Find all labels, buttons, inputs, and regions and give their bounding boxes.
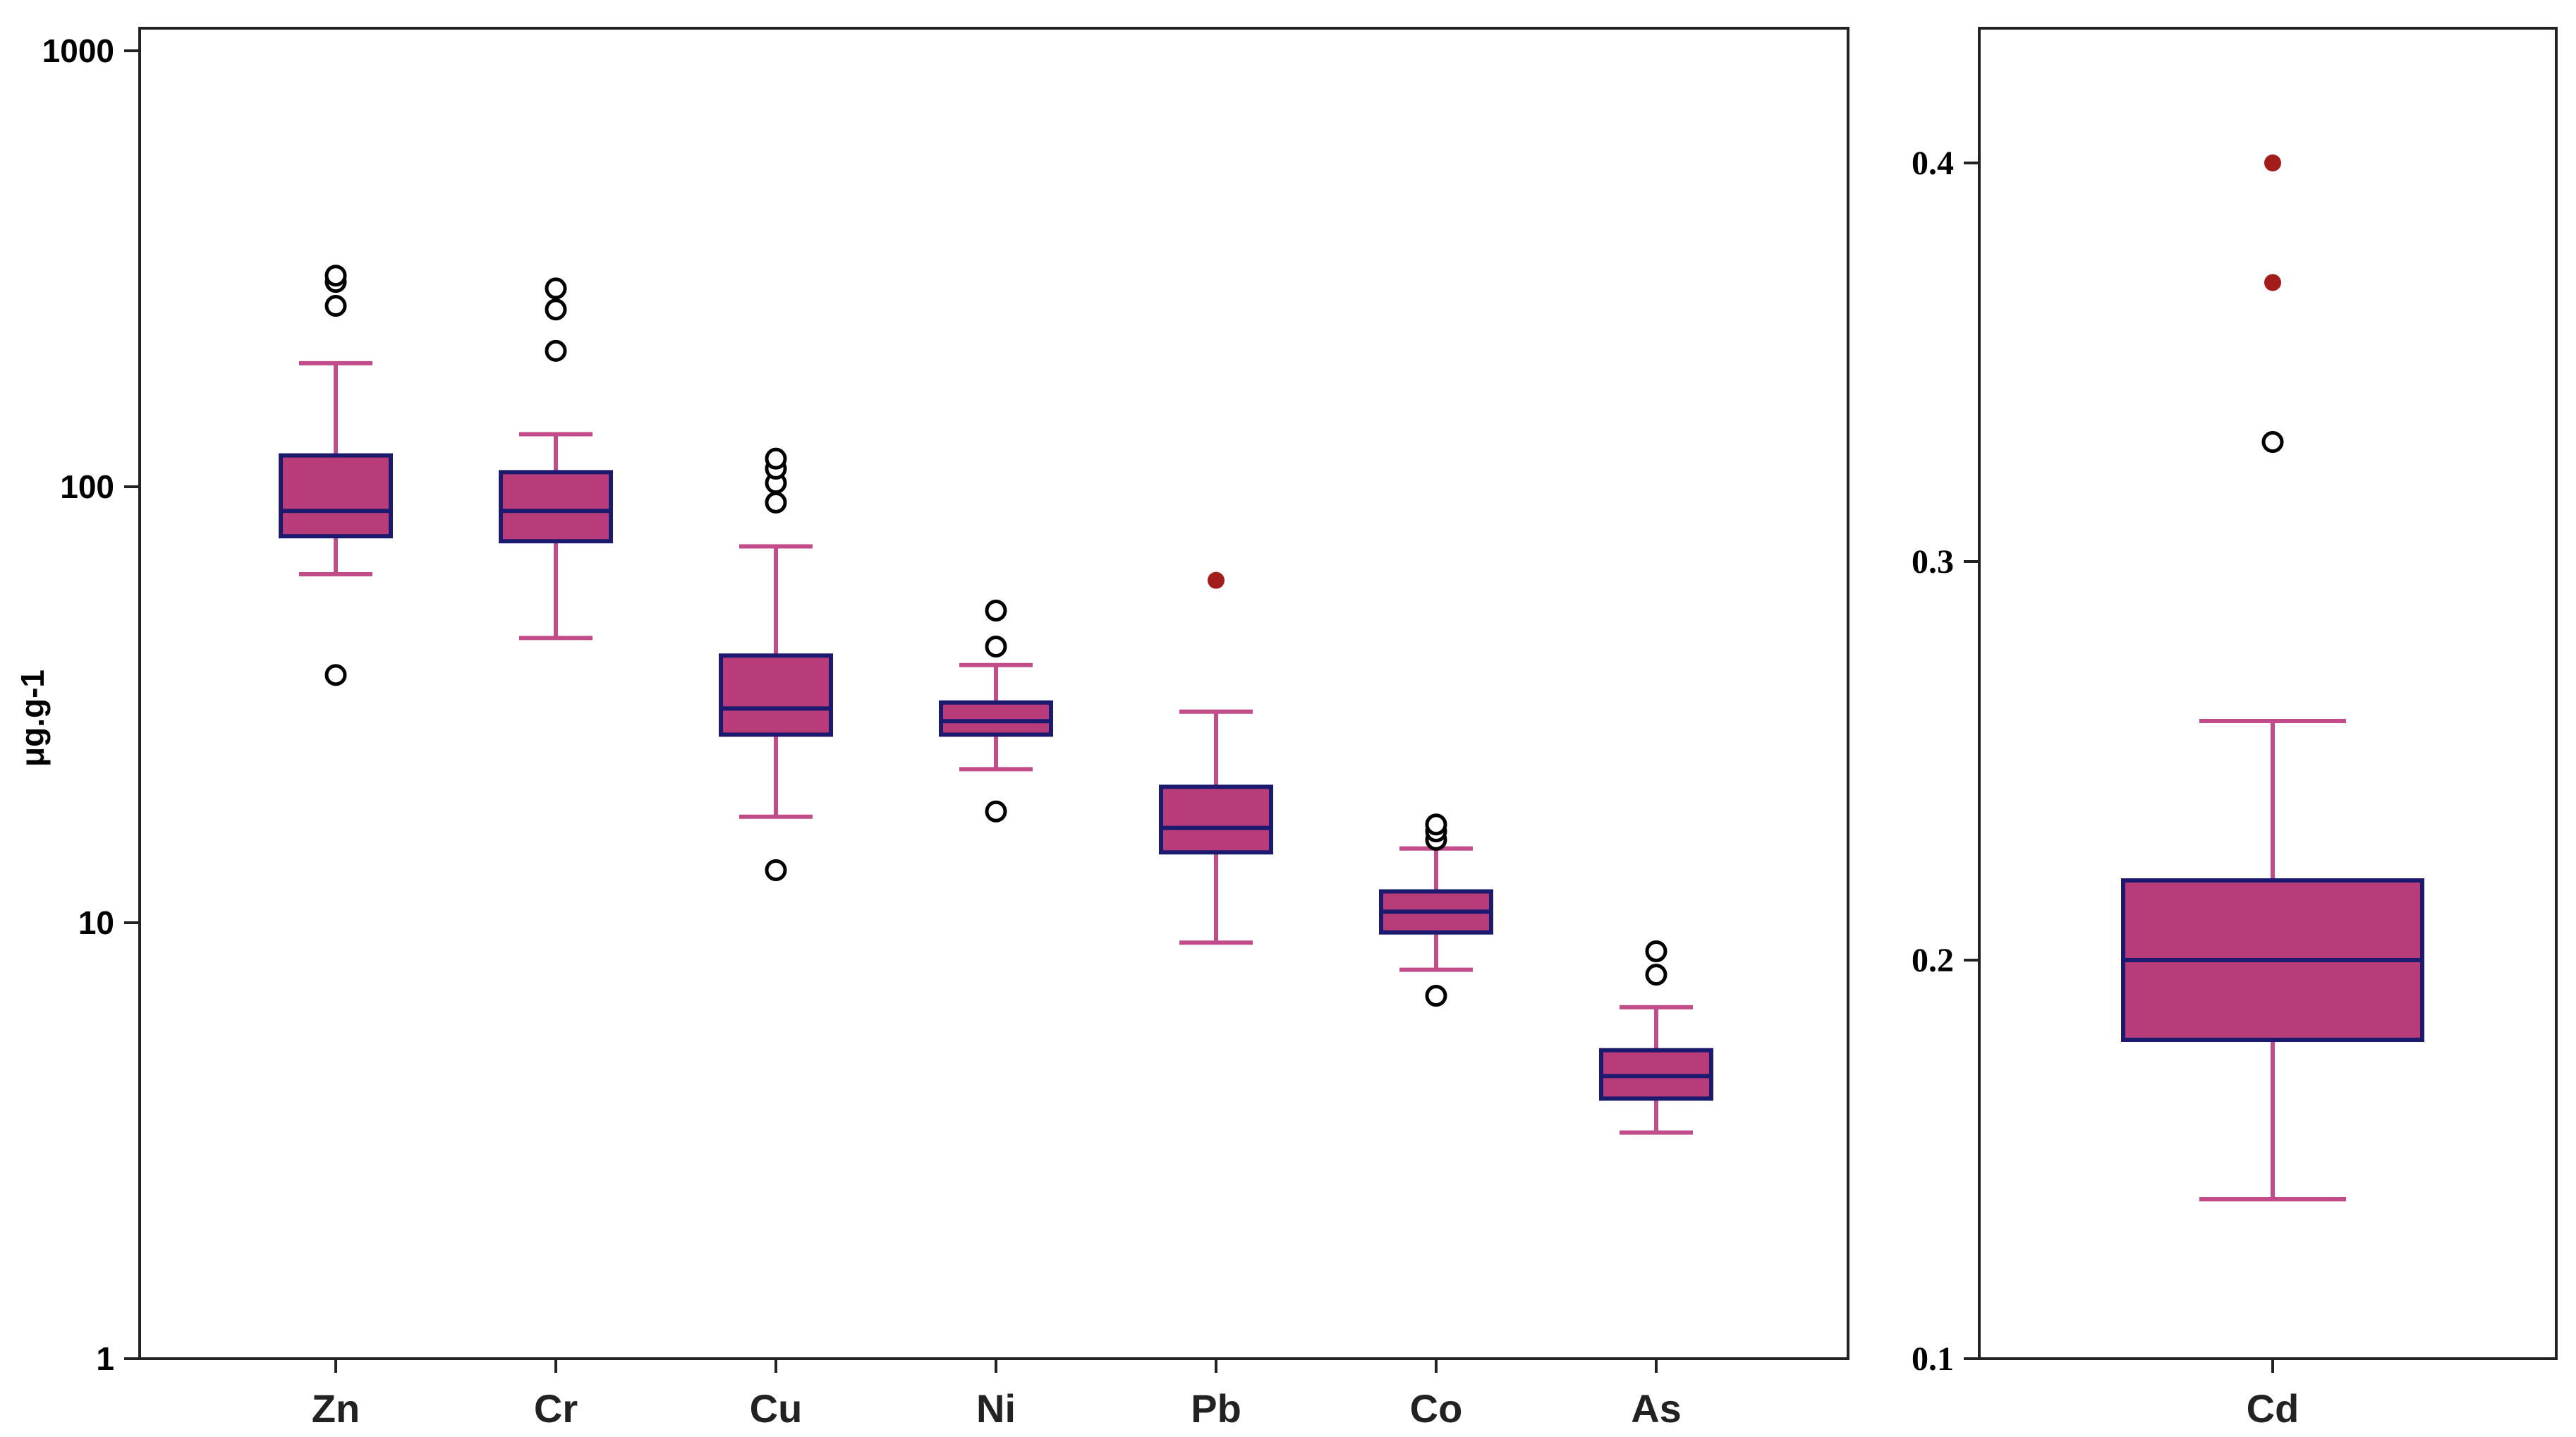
box-co: Co	[1379, 813, 1493, 1431]
main-box-series: Zn Cr Cu Ni Pb Co As	[279, 265, 1713, 1431]
outlier-point	[985, 600, 1007, 622]
cd-boxplot-panel: 0.1 0.2 0.3 0.4 Cd	[1912, 27, 2558, 1431]
outlier-point	[765, 447, 787, 470]
main-y-tick-label: 100	[60, 468, 114, 505]
main-y-tick-label: 10	[78, 904, 114, 941]
outlier-point	[1645, 964, 1667, 986]
cd-y-tick-label: 0.2	[1912, 942, 1954, 979]
outlier-point	[1425, 813, 1447, 836]
outlier-point	[765, 859, 787, 881]
x-tick-label: As	[1631, 1386, 1682, 1431]
cd-y-axis: 0.1 0.2 0.3 0.4	[1912, 145, 1979, 1378]
extreme-point	[2264, 274, 2281, 291]
main-plot-frame	[138, 27, 1849, 1360]
main-y-axis: 1 10 100 1000	[42, 32, 140, 1377]
x-tick-label: Cd	[2247, 1386, 2299, 1431]
x-tick-label: Ni	[976, 1386, 1016, 1431]
extreme-point	[2264, 154, 2281, 171]
outlier-point	[765, 491, 787, 514]
outlier-point	[324, 265, 347, 287]
extreme-point	[1208, 571, 1225, 589]
x-tick-label: Co	[1410, 1386, 1463, 1431]
box-cd: Cd	[2121, 154, 2424, 1431]
box-cr: Cr	[499, 277, 613, 1431]
box-pb: Pb	[1159, 571, 1273, 1431]
cd-y-tick-label: 0.4	[1912, 145, 1954, 182]
cd-box-series: Cd	[2121, 154, 2424, 1431]
outlier-point	[324, 664, 347, 686]
outlier-point	[2261, 431, 2284, 453]
box-cu: Cu	[719, 447, 833, 1431]
main-y-tick-label: 1000	[42, 32, 114, 69]
iqr-box	[499, 470, 613, 544]
outlier-point	[324, 295, 347, 317]
iqr-box	[1159, 784, 1273, 855]
iqr-box	[939, 700, 1053, 737]
main-boxplot-panel: 1 10 100 1000 Zn Cr Cu Ni Pb Co As μg.g-1	[14, 27, 1849, 1431]
x-tick-label: Zn	[312, 1386, 360, 1431]
box-ni: Ni	[939, 600, 1053, 1431]
x-tick-label: Pb	[1191, 1386, 1241, 1431]
iqr-box	[719, 653, 833, 737]
cd-y-tick-label: 0.1	[1912, 1340, 1954, 1378]
box-zn: Zn	[279, 265, 393, 1431]
outlier-point	[545, 339, 567, 362]
x-tick-label: Cr	[534, 1386, 578, 1431]
main-y-axis-label: μg.g-1	[14, 669, 51, 767]
box-as: As	[1599, 940, 1713, 1431]
x-tick-label: Cu	[750, 1386, 803, 1431]
outlier-point	[985, 800, 1007, 823]
cd-plot-frame	[1978, 27, 2558, 1360]
outlier-point	[545, 277, 567, 300]
outlier-point	[1425, 985, 1447, 1007]
outlier-point	[1645, 940, 1667, 962]
iqr-box	[279, 453, 393, 539]
cd-y-tick-label: 0.3	[1912, 543, 1954, 581]
main-y-tick-label: 1	[96, 1340, 114, 1377]
outlier-point	[985, 636, 1007, 658]
outlier-point	[545, 298, 567, 321]
